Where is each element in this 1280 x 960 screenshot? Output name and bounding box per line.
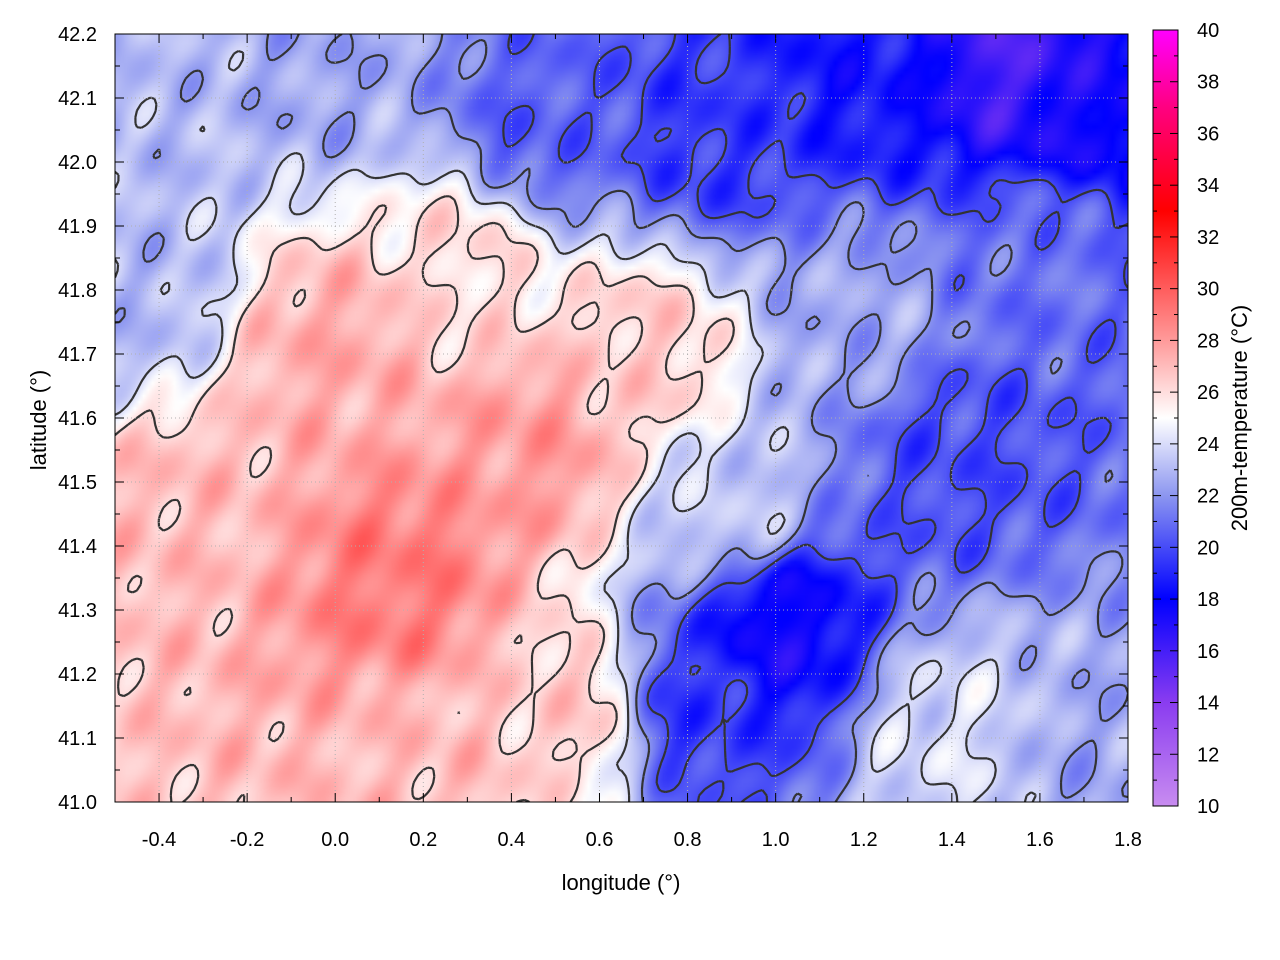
x-tick-label: 0.4 [497,829,525,851]
colorbar-tick-label: 32 [1197,227,1219,249]
y-axis-title: latitude (°) [26,370,51,471]
y-tick-label: 41.9 [58,216,97,238]
colorbar-tick-label: 38 [1197,72,1219,94]
colorbar-tick-label: 10 [1197,796,1219,818]
x-tick-label: 0.8 [674,829,702,851]
contour-level-22 [115,34,1128,802]
contour-level-24 [115,50,1037,802]
colorbar-tick-label: 36 [1197,123,1219,145]
colorbar-tick-label: 30 [1197,279,1219,301]
colorbar-ticks: 10 12 14 16 18 20 22 24 26 28 30 32 34 36 38 40 [1153,20,1219,818]
y-tick-label: 41.3 [58,600,97,622]
contour-level-26 [115,195,735,802]
x-tick-label: 1.4 [938,829,966,851]
y-tick-label: 41.8 [58,280,97,302]
colorbar-title: 200m-temperature (°C) [1227,305,1252,531]
colorbar-tick-label: 40 [1197,20,1219,42]
colorbar: 10 12 14 16 18 20 22 24 26 28 30 32 34 36 38 40 200m-te… [1152,20,1252,818]
colorbar-tick-label: 24 [1197,434,1219,456]
x-tick-label: 1.2 [850,829,878,851]
x-tick-label: -0.2 [230,829,264,851]
x-tick-label: 1.6 [1026,829,1054,851]
colorbar-tick-label: 22 [1197,486,1219,508]
y-tick-label: 41.5 [58,472,97,494]
y-tick-label: 41.2 [58,664,97,686]
colorbar-tick-label: 12 [1197,744,1219,766]
x-tick-label: 0.6 [586,829,614,851]
plot-area: -0.4 -0.2 0.0 0.2 0.4 0.6 0.8 1.0 1.2 1.4 1.6 1.8 4… [58,24,1142,851]
y-tick-label: 41.4 [58,536,97,558]
y-tick-label: 41.7 [58,344,97,366]
y-tick-label: 42.2 [58,24,97,46]
colorbar-tick-label: 20 [1197,537,1219,559]
x-tick-label: -0.4 [142,829,176,851]
x-tick-label: 1.0 [762,829,790,851]
colorbar-tick-label: 34 [1197,175,1219,197]
x-axis-ticks: -0.4 -0.2 0.0 0.2 0.4 0.6 0.8 1.0 1.2 1.4 1.6 1.8 [114,34,1142,851]
y-tick-label: 42.0 [58,152,97,174]
x-tick-label: 0.0 [321,829,349,851]
x-tick-label: 0.2 [409,829,437,851]
y-axis-ticks: 41.0 41.1 41.2 41.3 41.4 41.5 41.6 41.7 41.8 41.9… [58,24,1128,814]
contour-lines [115,34,1128,802]
x-tick-label: 1.8 [1114,829,1142,851]
colorbar-tick-label: 26 [1197,382,1219,404]
colorbar-tick-label: 18 [1197,589,1219,611]
y-tick-label: 41.0 [58,792,97,814]
x-axis-title: longitude (°) [562,870,681,895]
y-tick-label: 42.1 [58,88,97,110]
temperature-heatmap [115,34,1128,802]
colorbar-tick-label: 16 [1197,641,1219,663]
colorbar-tick-label: 14 [1197,693,1219,715]
y-tick-label: 41.6 [58,408,97,430]
colorbar-tick-label: 28 [1197,330,1219,352]
y-tick-label: 41.1 [58,728,97,750]
contour-level-20 [502,34,1128,802]
colorbar-gradient [1152,29,1179,807]
